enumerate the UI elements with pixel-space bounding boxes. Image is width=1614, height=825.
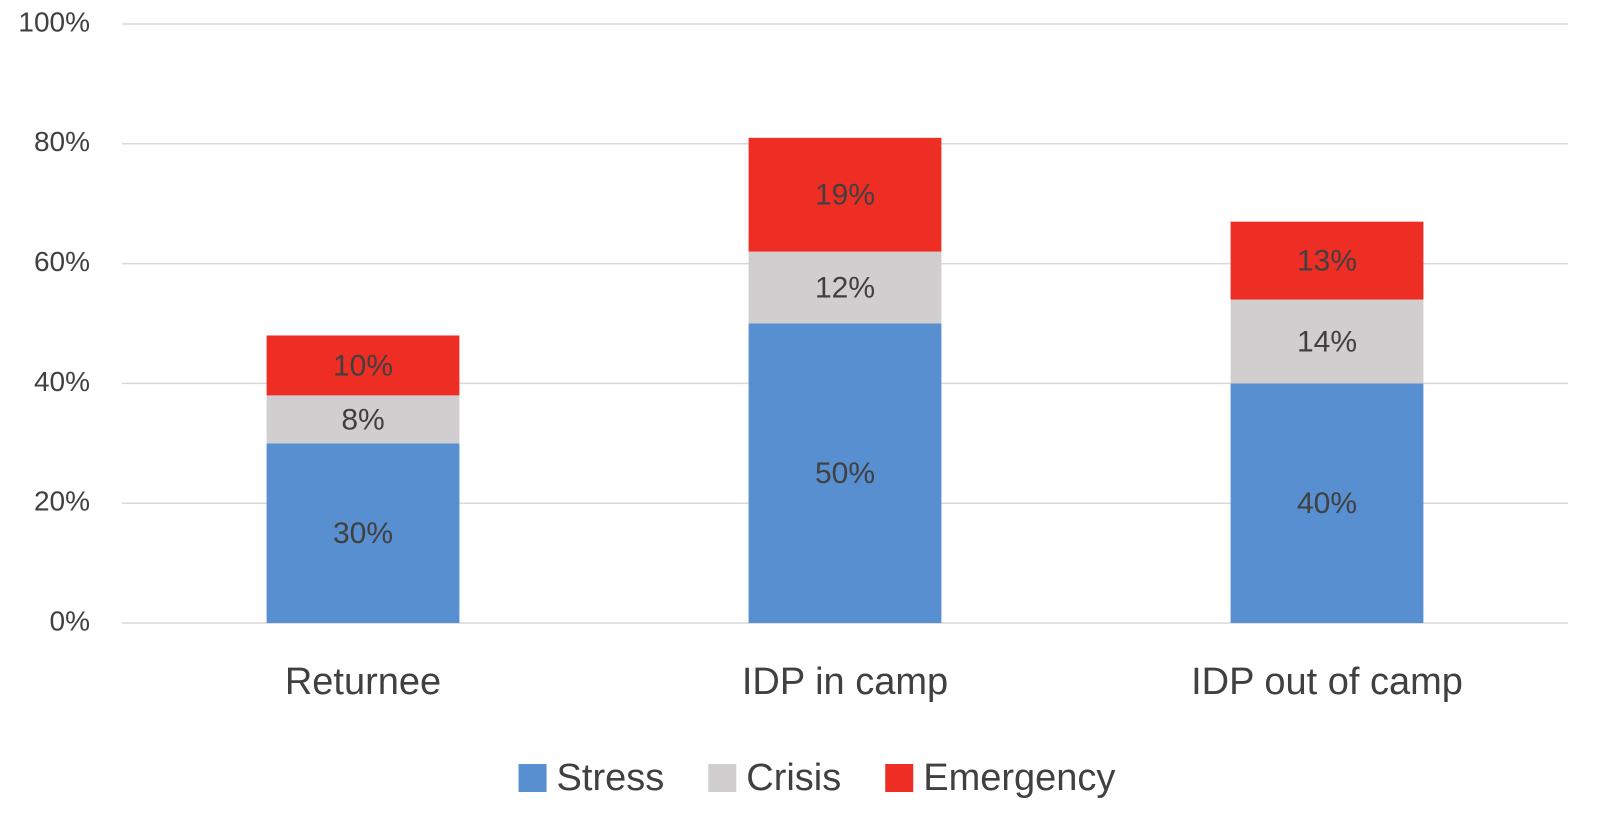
bar-segment bbox=[748, 251, 942, 324]
y-tick-label: 60% bbox=[34, 246, 90, 277]
data-label: 12% bbox=[815, 271, 875, 304]
x-tick-label: IDP out of camp bbox=[1191, 661, 1463, 703]
bar-segment bbox=[748, 323, 942, 623]
bar-segment bbox=[266, 443, 460, 623]
legend-swatch bbox=[885, 764, 914, 792]
y-tick-label: 80% bbox=[34, 126, 90, 157]
data-label: 10% bbox=[333, 349, 393, 382]
x-tick-label: Returnee bbox=[285, 661, 441, 703]
data-label: 19% bbox=[815, 179, 875, 212]
data-label: 30% bbox=[333, 517, 393, 550]
data-label: 8% bbox=[341, 403, 384, 436]
data-label: 14% bbox=[1297, 325, 1357, 358]
bar-segment bbox=[266, 395, 460, 444]
bar-segment bbox=[1230, 299, 1424, 384]
x-tick-label: IDP in camp bbox=[742, 661, 948, 703]
legend-swatch bbox=[518, 764, 547, 792]
data-label: 13% bbox=[1297, 245, 1357, 278]
y-tick-label: 0% bbox=[50, 605, 90, 636]
bar-segment bbox=[748, 137, 942, 252]
data-label: 40% bbox=[1297, 487, 1357, 520]
y-tick-label: 40% bbox=[34, 366, 90, 397]
legend-swatch bbox=[708, 764, 737, 792]
legend-label: Emergency bbox=[923, 757, 1115, 799]
bar-segment bbox=[1230, 221, 1424, 300]
data-label: 50% bbox=[815, 457, 875, 490]
legend-label: Crisis bbox=[746, 757, 841, 799]
bar-segment bbox=[266, 335, 460, 396]
legend-label: Stress bbox=[557, 757, 665, 799]
bar-segment bbox=[1230, 383, 1424, 623]
y-tick-label: 20% bbox=[34, 486, 90, 517]
y-tick-label: 100% bbox=[18, 6, 90, 37]
